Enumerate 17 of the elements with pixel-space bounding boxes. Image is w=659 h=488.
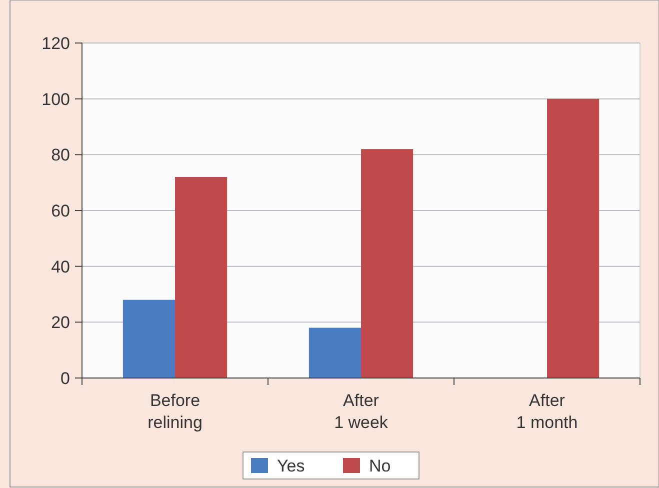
y-tick-label: 100 <box>42 90 70 109</box>
legend-label: No <box>369 456 391 476</box>
y-tick-label: 20 <box>51 313 70 332</box>
bar <box>308 328 361 378</box>
y-tick-label: 80 <box>51 146 70 165</box>
x-tick-label: After 1 week <box>334 391 388 432</box>
x-tick-label: Before relining <box>148 391 202 432</box>
y-tick-label: 60 <box>51 201 70 220</box>
bar <box>175 177 228 378</box>
y-tick-label: 40 <box>51 257 70 276</box>
legend-label: Yes <box>277 456 305 476</box>
y-tick-label: 120 <box>42 34 70 53</box>
x-tick-label: After 1 month <box>516 391 578 432</box>
y-tick-label: 0 <box>60 368 70 388</box>
bar <box>122 300 175 378</box>
bar <box>547 98 600 378</box>
bar <box>361 149 414 378</box>
